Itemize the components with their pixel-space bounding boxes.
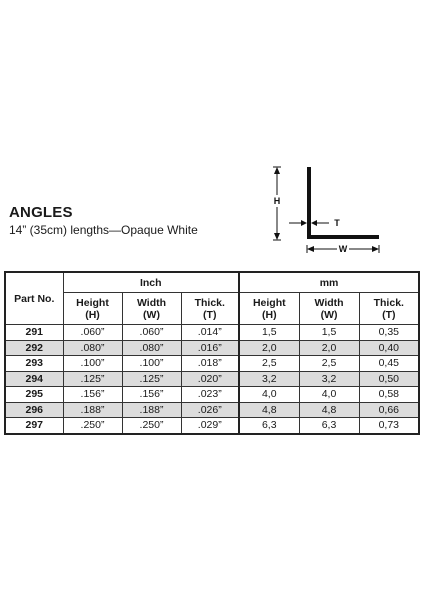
inch-width: .060”	[121, 324, 182, 341]
width-label: W	[339, 244, 348, 254]
height-arrow-bottom	[274, 233, 280, 240]
inch-thick: .016”	[180, 339, 240, 356]
part-number: 296	[4, 401, 64, 418]
mm-thick: 0,50	[358, 370, 420, 387]
inch-height: .060”	[62, 324, 123, 341]
mm-height: 2,0	[238, 339, 300, 356]
inch-group-header: Inch	[62, 271, 240, 293]
angle-profile-diagram: H T W	[271, 166, 380, 255]
part-number: 293	[4, 355, 64, 372]
mm-width: 6,3	[298, 417, 360, 434]
inch-thick: .029”	[180, 417, 240, 434]
mm-thick: 0,40	[358, 339, 420, 356]
inch-height: .250”	[62, 417, 123, 434]
inch-width-header: Width (W)	[121, 292, 182, 325]
inch-width: .156”	[121, 386, 182, 403]
inch-thick: .014”	[180, 324, 240, 341]
table-row: 291 .060” .060” .014” 1,5 1,5 0,35	[4, 324, 420, 341]
mm-width: 1,5	[298, 324, 360, 341]
inch-width: .250”	[121, 417, 182, 434]
mm-height: 1,5	[238, 324, 300, 341]
mm-height: 4,8	[238, 401, 300, 418]
mm-height: 3,2	[238, 370, 300, 387]
mm-thick: 0,58	[358, 386, 420, 403]
inch-height-header: Height (H)	[62, 292, 123, 325]
mm-width: 2,5	[298, 355, 360, 372]
height-label: H	[274, 196, 281, 206]
part-number: 292	[4, 339, 64, 356]
inch-height: .125”	[62, 370, 123, 387]
product-subtitle: 14” (35cm) lengths—Opaque White	[9, 223, 198, 237]
angle-horizontal-leg	[307, 235, 379, 239]
part-no-header: Part No.	[4, 271, 64, 325]
table-row: 292 .080” .080” .016” 2,0 2,0 0,40	[4, 339, 420, 356]
table-row: 294 .125” .125” .020” 3,2 3,2 0,50	[4, 370, 420, 387]
mm-height: 2,5	[238, 355, 300, 372]
width-arrow-right	[372, 246, 379, 252]
width-label-bg	[337, 243, 349, 255]
inch-thick: .023”	[180, 386, 240, 403]
table-row: 296 .188” .188” .026” 4,8 4,8 0,66	[4, 401, 420, 418]
inch-width: .188”	[121, 401, 182, 418]
mm-thick-header: Thick. (T)	[358, 292, 420, 325]
part-number: 294	[4, 370, 64, 387]
mm-thick: 0,35	[358, 324, 420, 341]
height-label-bg	[271, 195, 283, 207]
mm-thick: 0,45	[358, 355, 420, 372]
inch-width: .100”	[121, 355, 182, 372]
mm-width: 4,8	[298, 401, 360, 418]
part-number: 295	[4, 386, 64, 403]
mm-thick: 0,73	[358, 417, 420, 434]
inch-height: .188”	[62, 401, 123, 418]
angle-vertical-leg	[307, 167, 311, 239]
part-number: 297	[4, 417, 64, 434]
mm-width: 3,2	[298, 370, 360, 387]
inch-width: .080”	[121, 339, 182, 356]
mm-width-header: Width (W)	[298, 292, 360, 325]
height-arrow-top	[274, 167, 280, 174]
inch-height: .156”	[62, 386, 123, 403]
angles-spec-table: Part No. Inch mm Height (H) Width (W) Thic…	[4, 271, 421, 435]
product-title: ANGLES	[9, 204, 73, 221]
width-arrow-left	[307, 246, 314, 252]
mm-height: 6,3	[238, 417, 300, 434]
thickness-arrow-left	[301, 220, 307, 226]
inch-height: .080”	[62, 339, 123, 356]
mm-group-header: mm	[238, 271, 420, 293]
inch-thick-header: Thick. (T)	[180, 292, 240, 325]
table-row: 293 .100” .100” .018” 2,5 2,5 0,45	[4, 355, 420, 372]
inch-thick: .026”	[180, 401, 240, 418]
inch-height: .100”	[62, 355, 123, 372]
mm-height: 4,0	[238, 386, 300, 403]
thickness-label: T	[334, 218, 340, 228]
inch-thick: .018”	[180, 355, 240, 372]
inch-width: .125”	[121, 370, 182, 387]
mm-width: 2,0	[298, 339, 360, 356]
table-row: 295 .156” .156” .023” 4,0 4,0 0,58	[4, 386, 420, 403]
table-row: 297 .250” .250” .029” 6,3 6,3 0,73	[4, 417, 420, 434]
inch-thick: .020”	[180, 370, 240, 387]
thickness-arrow-right	[311, 220, 317, 226]
mm-height-header: Height (H)	[238, 292, 300, 325]
mm-thick: 0,66	[358, 401, 420, 418]
part-number: 291	[4, 324, 64, 341]
mm-width: 4,0	[298, 386, 360, 403]
